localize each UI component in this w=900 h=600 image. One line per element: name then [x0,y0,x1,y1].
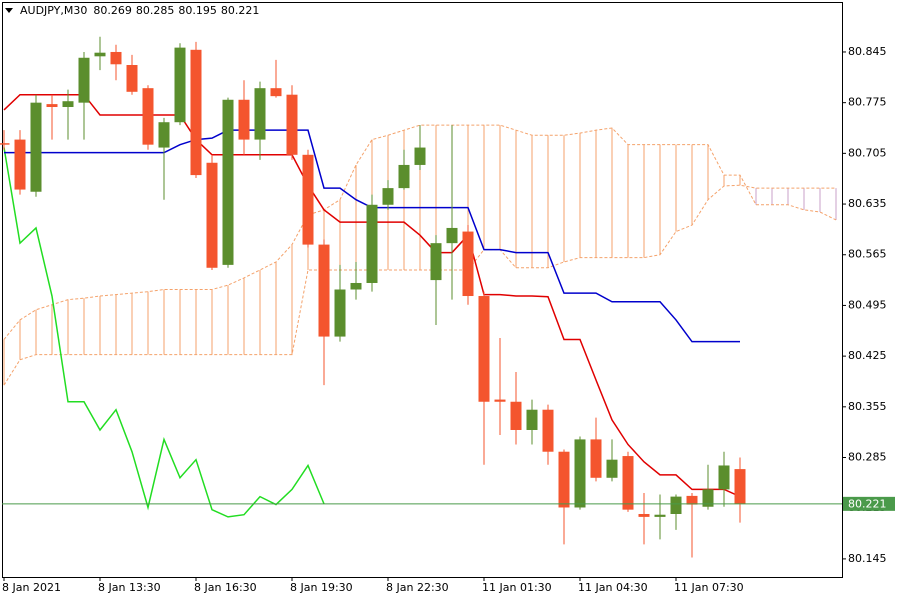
candle-body [238,99,250,140]
symbol: AUDJPY,M30 [20,4,87,17]
candle-body [478,296,490,402]
y-tick-label: 80.705 [848,146,887,159]
candle-body [0,143,10,145]
candle-body [654,514,666,517]
y-tick-label: 80.495 [848,298,887,311]
plot-frame [2,2,843,578]
header-high: 80.285 [136,4,175,17]
candle-body [462,231,474,297]
candle-body [686,495,698,505]
chart-header: AUDJPY,M30 80.269 80.285 80.195 80.221 [20,4,259,17]
candle-body [78,57,90,103]
candle-body [286,94,298,155]
candle-body [446,227,458,244]
last-price-label: 80.221 [848,497,887,510]
y-tick-label: 80.565 [848,248,887,261]
candle-body [702,489,714,507]
y-tick-label: 80.145 [848,552,887,565]
candle-body [30,102,42,192]
candle-body [526,409,538,430]
y-tick-label: 80.285 [848,451,887,464]
candle-body [542,409,554,452]
candle-body [334,289,346,337]
header-open: 80.269 [93,4,132,17]
candle-body [398,164,410,189]
header-arrow [5,8,13,13]
candle-body [126,65,138,92]
y-tick-label: 80.355 [848,400,887,413]
candle-body [62,101,74,108]
candle-body [14,139,26,190]
candle-body [254,88,266,140]
y-tick-label: 80.845 [848,45,887,58]
candle-body [638,513,650,517]
candle-body [414,147,426,165]
candle-body [734,469,746,504]
x-tick-label: 11 Jan 07:30 [674,581,744,594]
candle-body [670,496,682,514]
span-a-line [3,124,837,340]
y-tick-label: 80.425 [848,349,887,362]
candle-body [158,122,170,148]
candle-body [142,88,154,145]
candle-body [174,47,186,123]
x-tick-label: 8 Jan 19:30 [290,581,353,594]
candle-body [718,465,730,490]
candle-body [46,104,58,108]
x-tick-label: 8 Jan 2021 [2,581,61,594]
candle-body [430,243,442,281]
candle-body [590,439,602,478]
candle-body [190,49,202,176]
candle-body [318,244,330,337]
x-tick-label: 11 Jan 04:30 [578,581,648,594]
candle-body [94,52,106,57]
candle-body [606,459,618,478]
header-close: 80.221 [221,4,260,17]
candle-body [622,456,634,510]
header-low: 80.195 [178,4,217,17]
x-tick-label: 8 Jan 22:30 [386,581,449,594]
y-tick-label: 80.775 [848,96,887,109]
y-tick-label: 80.635 [848,197,887,210]
x-tick-label: 8 Jan 13:30 [98,581,161,594]
span-b-line [3,184,836,386]
last-price-box [843,496,895,511]
candle-body [382,188,394,205]
candle-body [270,88,282,97]
candle-body [350,282,362,290]
candle-body [366,204,378,283]
candle-body [222,99,234,265]
x-tick-label: 11 Jan 01:30 [482,581,552,594]
candle-body [206,162,218,268]
candle-body [510,401,522,430]
candle-body [110,51,122,65]
indicator-line [3,147,325,518]
candle-body [302,154,314,245]
candle-body [558,451,570,508]
x-tick-label: 8 Jan 16:30 [194,581,257,594]
candle-body [574,439,586,508]
candle-body [494,399,506,402]
